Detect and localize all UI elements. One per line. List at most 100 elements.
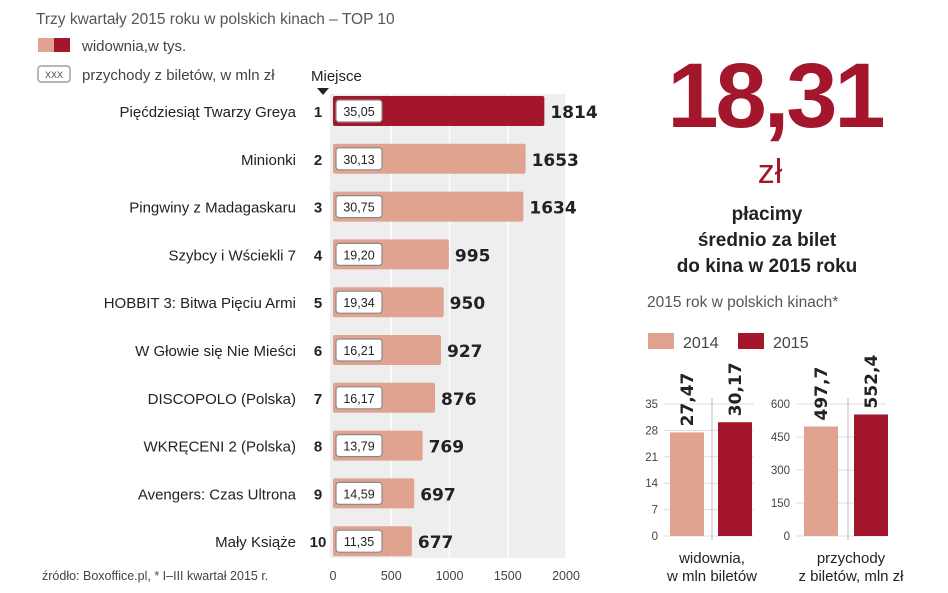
x-tick-label: 1500 — [494, 569, 522, 583]
category-label: Pingwiny z Madagaskaru — [129, 200, 296, 217]
rank-header: Miejsce — [311, 68, 362, 85]
x-axis: 0 500 1000 1500 2000 — [330, 569, 580, 583]
revenue-label: 30,13 — [343, 153, 374, 167]
x-tick-label: 2000 — [552, 569, 580, 583]
legend-audience-label: widownia,w tys. — [81, 38, 186, 55]
top10-bars: Pięćdziesiąt Twarzy Greya 1 35,05 1814 Minio… — [104, 96, 598, 557]
revenue-label: 19,20 — [343, 248, 374, 262]
small-x-label-line2: z biletów, mln zł — [798, 568, 904, 585]
revenue-label: 14,59 — [343, 487, 374, 501]
bar-row: WKRĘCENI 2 (Polska) 8 13,79 769 — [143, 430, 464, 461]
revenue-label: 35,05 — [343, 105, 374, 119]
small-x-label-line1: widownia, — [678, 550, 745, 567]
small-y-tick-label: 28 — [645, 425, 658, 437]
revenue-label: 19,34 — [343, 296, 374, 310]
small-bar-label: 30,17 — [726, 362, 746, 416]
audience-label: 1634 — [529, 199, 576, 219]
category-label: HOBBIT 3: Bitwa Pięciu Armi — [104, 295, 296, 312]
small-y-tick-label: 150 — [771, 498, 790, 510]
category-label: Szybcy i Wściekli 7 — [168, 247, 296, 264]
revenue-box — [335, 529, 383, 553]
rank-header-arrow-icon — [317, 88, 329, 95]
small-y-tick-label: 0 — [784, 531, 790, 543]
legend-revenue-box-text: XXX — [45, 70, 63, 80]
bar-row: DISCOPOLO (Polska) 7 16,17 876 — [148, 382, 477, 413]
small-y-tick-label: 21 — [645, 452, 658, 464]
audience-label: 677 — [418, 533, 454, 553]
small-bar-label: 552,4 — [862, 355, 882, 409]
revenue-box — [335, 99, 383, 123]
small-y-tick-label: 450 — [771, 432, 790, 444]
small-x-label-line1: przychody — [817, 550, 886, 567]
chart-title: Trzy kwartały 2015 roku w polskich kinac… — [36, 11, 395, 28]
small-panels: 0 7 14 21 28 35 27,47 30,17 widownia,w mln bilet… — [645, 355, 904, 585]
bar-row: Avengers: Czas Ultrona 9 14,59 697 — [138, 478, 456, 509]
audience-bar — [333, 96, 545, 126]
bar-row: Minionki 2 30,13 1653 — [241, 143, 579, 174]
category-label: Minionki — [241, 152, 296, 169]
legend-revenue-box — [37, 65, 71, 83]
category-label: Mały Książe — [215, 534, 296, 551]
legend-revenue: XXX przychody z biletów, w mln zł — [37, 65, 275, 84]
legend-swatch-dark — [54, 38, 70, 52]
highlight-line3: do kina w 2015 roku — [677, 256, 858, 277]
audience-label: 950 — [450, 294, 486, 314]
rank-label: 7 — [314, 391, 322, 408]
small-legend-2015: 2015 — [773, 335, 809, 352]
revenue-box — [335, 434, 383, 458]
highlight-line2: średnio za bilet — [698, 230, 837, 251]
highlight-number: 18,31 — [667, 45, 883, 147]
rank-label: 4 — [314, 247, 323, 264]
audience-label: 927 — [447, 342, 483, 362]
bar-row: W Głowie się Nie Mieści 6 16,21 927 — [135, 335, 482, 365]
x-tick-label: 1000 — [436, 569, 464, 583]
revenue-box — [335, 195, 383, 219]
revenue-label: 30,75 — [343, 201, 374, 215]
revenue-box — [335, 338, 383, 362]
revenue-label: 11,35 — [344, 535, 374, 549]
audience-label: 995 — [455, 246, 491, 266]
rank-label: 8 — [314, 439, 322, 456]
small-legend-2014: 2014 — [683, 335, 719, 352]
small-legend-swatch-2015 — [738, 333, 764, 349]
small-y-tick-label: 7 — [652, 505, 658, 517]
small-y-tick-label: 14 — [645, 478, 658, 490]
bar-row: Mały Książe 10 11,35 677 — [215, 526, 454, 557]
small-legend-swatch-2014 — [648, 333, 674, 349]
legend-swatch-light — [38, 38, 54, 52]
x-tick-label: 500 — [381, 569, 402, 583]
small-bar-label: 27,47 — [678, 373, 698, 427]
small-charts-title: 2015 rok w polskich kinach* — [647, 294, 838, 311]
small-x-label-line2: w mln biletów — [666, 568, 757, 585]
revenue-label: 16,21 — [343, 344, 374, 358]
rank-label: 2 — [314, 152, 322, 169]
category-label: Avengers: Czas Ultrona — [138, 486, 297, 503]
category-label: W Głowie się Nie Mieści — [135, 343, 296, 360]
small-bar — [670, 432, 704, 536]
rank-label: 6 — [314, 343, 322, 360]
small-legend: 2014 2015 — [648, 333, 809, 352]
revenue-box — [335, 147, 383, 171]
legend-audience: widownia,w tys. — [38, 38, 186, 55]
bar-row: Szybcy i Wściekli 7 4 19,20 995 — [168, 239, 491, 270]
small-bar — [854, 414, 888, 536]
small-bar — [804, 426, 838, 536]
bar-row: Pingwiny z Madagaskaru 3 30,75 1634 — [129, 191, 577, 222]
revenue-box — [335, 242, 383, 266]
rank-label: 3 — [314, 200, 322, 217]
rank-label: 5 — [314, 295, 322, 312]
audience-label: 876 — [441, 390, 477, 410]
small-y-tick-label: 300 — [771, 465, 790, 477]
category-label: Pięćdziesiąt Twarzy Greya — [120, 104, 297, 121]
small-y-tick-label: 600 — [771, 399, 790, 411]
source-note: źródło: Boxoffice.pl, * I–III kwartał 20… — [42, 569, 268, 583]
audience-label: 697 — [420, 485, 456, 505]
legend-revenue-label: przychody z biletów, w mln zł — [82, 67, 275, 84]
small-bar-label: 497,7 — [812, 367, 832, 421]
audience-label: 1814 — [550, 103, 597, 123]
small-panel: 0 7 14 21 28 35 27,47 30,17 widownia,w mln bilet… — [645, 362, 757, 585]
highlight-unit: zł — [758, 153, 783, 191]
revenue-box — [335, 481, 383, 505]
